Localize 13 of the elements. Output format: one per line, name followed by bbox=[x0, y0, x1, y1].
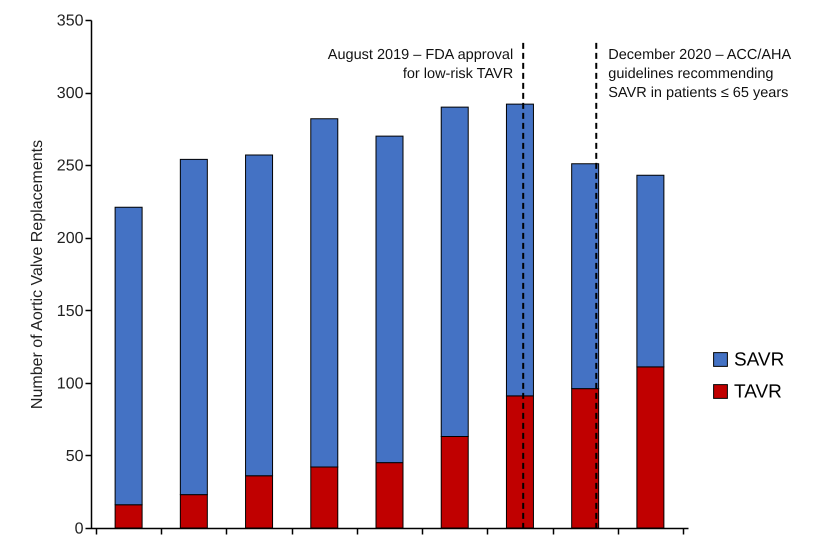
y-tick-label: 150 bbox=[56, 302, 84, 320]
y-tick-label: 100 bbox=[56, 375, 84, 392]
legend-label: TAVR bbox=[734, 382, 782, 402]
y-tick-label: 300 bbox=[56, 85, 84, 102]
y-tick-label: 200 bbox=[56, 230, 84, 248]
y-tick-label: 350 bbox=[56, 12, 84, 30]
legend-label: SAVR bbox=[734, 350, 784, 370]
y-axis-title: Number of Aortic Valve Replacements bbox=[28, 140, 46, 410]
y-tick-label: 250 bbox=[56, 158, 84, 175]
y-tick-label: 50 bbox=[66, 448, 84, 465]
y-tick-label: 0 bbox=[74, 520, 84, 536]
annotation: August 2019 – FDA approval for low-risk TAVR bbox=[328, 46, 514, 82]
annotation: December 2020 – ACC/AHA guidelines recommending SAVR in patients ≤ 65 years bbox=[608, 46, 792, 101]
